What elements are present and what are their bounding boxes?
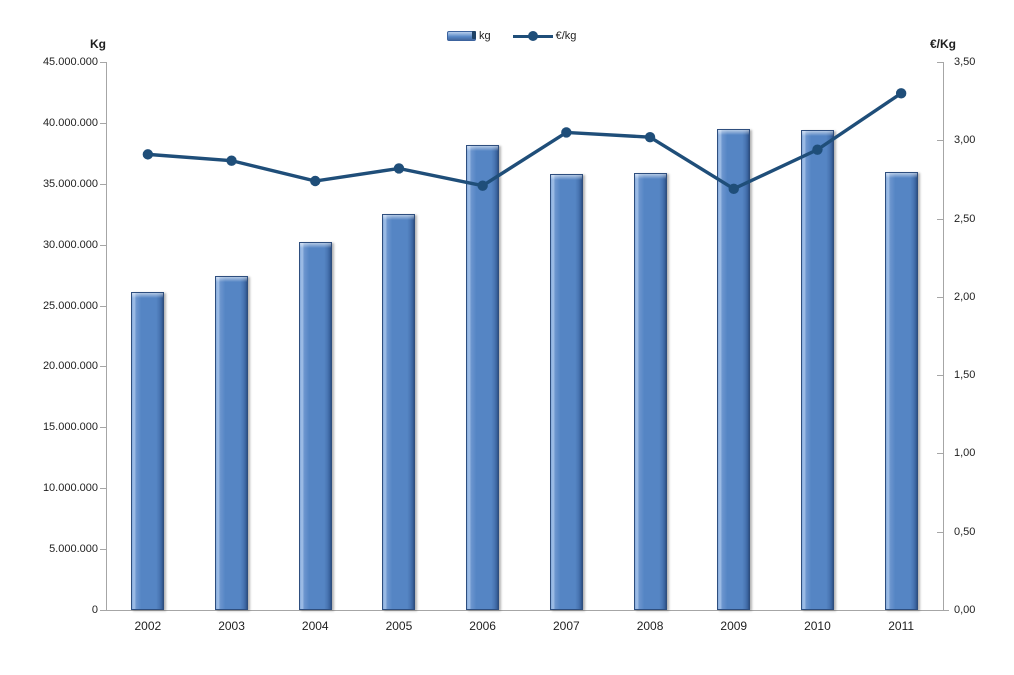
- right-axis-tick: [937, 375, 943, 377]
- x-axis-label-2011: 2011: [888, 619, 915, 633]
- bar-kg-2005[interactable]: [382, 214, 416, 610]
- bar-kg-2003[interactable]: [215, 276, 249, 610]
- legend-label-eur-per-kg: €/kg: [555, 30, 577, 42]
- left-axis-tick-label: 5.000.000: [49, 543, 98, 556]
- left-axis-tick-label: 35.000.000: [42, 177, 98, 190]
- left-axis-tick-label: 20.000.000: [42, 360, 98, 373]
- left-axis-line: [106, 62, 107, 610]
- right-axis-tick: [937, 218, 943, 220]
- left-axis-tick: [100, 122, 106, 124]
- right-axis-tick: [937, 62, 943, 63]
- x-axis-label-2006: 2006: [469, 619, 496, 633]
- left-axis-tick: [100, 610, 106, 611]
- right-axis-tick: [937, 610, 943, 611]
- x-axis-label-2007: 2007: [552, 619, 580, 633]
- right-axis-tick-label: 0,00: [954, 604, 976, 616]
- bar-kg-2008[interactable]: [633, 172, 667, 610]
- x-axis-label-2008: 2008: [636, 619, 664, 633]
- left-axis-tick-label: 25.000.000: [42, 299, 98, 312]
- left-axis-title: Kg: [90, 37, 106, 51]
- left-axis-tick: [100, 488, 106, 490]
- left-axis-tick: [100, 305, 106, 307]
- left-axis-tick: [100, 244, 106, 246]
- x-axis-line: [101, 610, 949, 611]
- left-axis-tick: [100, 62, 106, 63]
- x-axis-label-2005: 2005: [385, 619, 413, 633]
- x-axis-label-2010: 2010: [804, 619, 831, 633]
- bar-kg-2009[interactable]: [717, 128, 751, 610]
- left-axis-tick-label: 0: [91, 604, 98, 616]
- right-axis-tick: [937, 140, 943, 142]
- left-axis-tick-label: 40.000.000: [42, 116, 98, 129]
- right-axis-tick: [937, 531, 943, 533]
- bar-kg-2002[interactable]: [131, 292, 165, 610]
- bar-kg-2006[interactable]: [466, 144, 500, 610]
- x-axis-label-2004: 2004: [301, 619, 329, 633]
- legend-label-kg: kg: [479, 30, 491, 42]
- right-axis-tick: [937, 453, 943, 455]
- right-axis-line: [943, 62, 944, 610]
- x-axis-label-2009: 2009: [720, 619, 748, 633]
- left-axis-tick: [100, 549, 106, 551]
- left-axis-tick: [100, 366, 106, 368]
- right-axis-tick-label: 3,00: [954, 134, 976, 147]
- right-axis-tick-label: 3,50: [954, 56, 976, 68]
- right-axis-title: €/Kg: [930, 37, 957, 51]
- bar-kg-2007[interactable]: [549, 174, 583, 610]
- left-axis-tick-label: 30.000.000: [42, 238, 98, 251]
- x-axis-label-2003: 2003: [218, 619, 245, 633]
- bar-series-swatch-icon: [447, 31, 476, 41]
- x-axis-label-2002: 2002: [134, 619, 162, 633]
- left-axis-tick-label: 10.000.000: [42, 482, 98, 495]
- legend-item-eur-per-kg[interactable]: €/kg: [512, 29, 577, 43]
- legend: kg €/kg: [447, 27, 576, 45]
- bar-kg-2011[interactable]: [884, 171, 918, 610]
- legend-item-kg[interactable]: kg: [447, 29, 491, 43]
- bar-kg-2004[interactable]: [298, 242, 332, 610]
- left-axis-tick: [100, 183, 106, 185]
- line-series-swatch-icon: [512, 31, 553, 41]
- left-axis-tick-label: 45.000.000: [42, 56, 98, 68]
- right-axis-tick-label: 2,50: [954, 212, 976, 225]
- right-axis-tick-label: 1,00: [954, 447, 976, 460]
- right-axis-tick-label: 0,50: [954, 525, 976, 538]
- right-axis-tick-label: 2,00: [954, 290, 976, 303]
- left-axis-tick: [100, 427, 106, 429]
- right-axis-tick-label: 1,50: [954, 369, 976, 382]
- right-axis-tick: [937, 296, 943, 298]
- left-axis-tick-label: 15.000.000: [42, 421, 98, 434]
- bar-kg-2010[interactable]: [800, 130, 834, 610]
